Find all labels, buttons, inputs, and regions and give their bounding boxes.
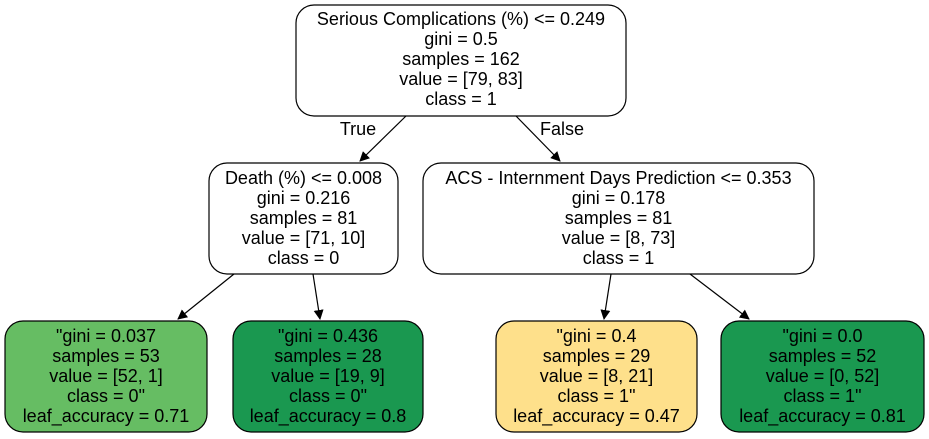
edge-left-leaf-2	[312, 273, 324, 320]
node-leaf-1-line-3: value = [52, 1]	[49, 366, 163, 386]
node-leaf-4-box	[720, 320, 925, 433]
node-root-box	[295, 4, 627, 117]
edge-root-right	[515, 115, 561, 162]
node-root: Serious Complications (%) <= 0.249 gini …	[295, 4, 627, 117]
node-right-line-3: samples = 81	[565, 208, 673, 228]
node-leaf-2-line-3: value = [19, 9]	[271, 366, 385, 386]
node-leaf-2-line-1: "gini = 0.436	[278, 326, 378, 346]
node-root-line-4: value = [79, 83]	[399, 69, 523, 89]
node-right-line-1: ACS - Internment Days Prediction <= 0.35…	[445, 168, 791, 188]
node-leaf-1-line-2: samples = 53	[52, 346, 160, 366]
node-leaf-2-box	[232, 320, 424, 433]
node-leaf-1: "gini = 0.037 samples = 53 value = [52, …	[4, 320, 208, 433]
node-leaf-4-line-1: "gini = 0.0	[783, 326, 863, 346]
node-root-line-3: samples = 162	[402, 49, 520, 69]
node-leaf-3-line-4: class = 1"	[558, 386, 636, 406]
node-left-line-3: samples = 81	[250, 208, 358, 228]
node-left-line-2: gini = 0.216	[257, 188, 351, 208]
node-leaf-1-line-4: class = 0"	[67, 386, 145, 406]
node-leaf-2-line-4: class = 0"	[289, 386, 367, 406]
node-left-box	[208, 162, 399, 275]
node-leaf-4-line-2: samples = 52	[769, 346, 877, 366]
node-leaf-1-line-1: "gini = 0.037	[56, 326, 156, 346]
node-leaf-4-line-3: value = [0, 52]	[766, 366, 880, 386]
node-leaf-3-line-3: value = [8, 21]	[540, 366, 654, 386]
node-leaf-2-line-2: samples = 28	[274, 346, 382, 366]
node-left-line-1: Death (%) <= 0.008	[225, 168, 382, 188]
edge-root-left	[359, 115, 407, 162]
node-root-line-5: class = 1	[425, 89, 497, 109]
node-leaf-3-line-5: leaf_accuracy = 0.47	[513, 406, 680, 427]
node-leaf-1-line-5: leaf_accuracy = 0.71	[23, 406, 190, 427]
edge-right-leaf-4	[689, 273, 750, 320]
node-leaf-4-line-4: class = 1"	[784, 386, 862, 406]
node-leaf-3-line-1: "gini = 0.4	[557, 326, 637, 346]
node-root-line-1: Serious Complications (%) <= 0.249	[317, 9, 605, 29]
node-leaf-3: "gini = 0.4 samples = 29 value = [8, 21]…	[495, 320, 698, 433]
node-right: ACS - Internment Days Prediction <= 0.35…	[422, 162, 815, 275]
node-right-box	[422, 162, 815, 275]
node-left-line-5: class = 0	[268, 248, 340, 268]
edge-label-true: True	[340, 119, 376, 139]
node-right-line-5: class = 1	[583, 248, 655, 268]
node-leaf-2-line-5: leaf_accuracy = 0.8	[250, 406, 407, 427]
node-right-line-4: value = [8, 73]	[562, 228, 676, 248]
node-leaf-1-box	[4, 320, 208, 433]
node-leaf-4: "gini = 0.0 samples = 52 value = [0, 52]…	[720, 320, 925, 433]
node-right-line-2: gini = 0.178	[572, 188, 666, 208]
edge-left-leaf-1	[177, 273, 235, 320]
node-root-line-2: gini = 0.5	[424, 29, 498, 49]
edge-right-leaf-3	[600, 273, 612, 320]
node-leaf-4-line-5: leaf_accuracy = 0.81	[739, 406, 906, 427]
edge-label-false: False	[540, 119, 584, 139]
node-left: Death (%) <= 0.008 gini = 0.216 samples …	[208, 162, 399, 275]
node-left-line-4: value = [71, 10]	[242, 228, 366, 248]
node-leaf-3-box	[495, 320, 698, 433]
node-leaf-3-line-2: samples = 29	[543, 346, 651, 366]
node-leaf-2: "gini = 0.436 samples = 28 value = [19, …	[232, 320, 424, 433]
